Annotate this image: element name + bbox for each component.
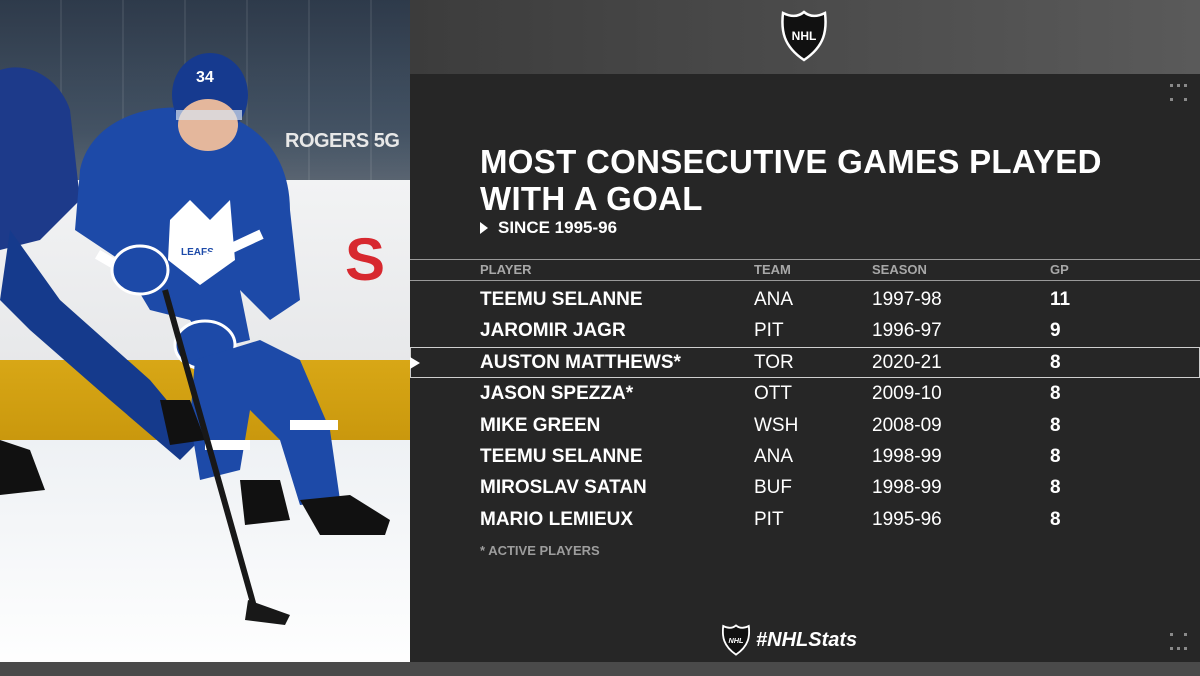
header-season: SEASON <box>872 262 927 277</box>
cell-team: TOR <box>754 351 794 373</box>
cell-player: TEEMU SELANNE <box>480 289 643 310</box>
svg-text:34: 34 <box>196 69 214 86</box>
cell-season: 1998-99 <box>872 445 942 467</box>
cell-team: ANA <box>754 445 794 467</box>
ad-board: S <box>345 226 386 293</box>
hockey-player-illustration: 34 LEAFS <box>0 53 390 625</box>
cell-player: JAROMIR JAGR <box>480 320 626 342</box>
svg-text:LEAFS: LEAFS <box>181 247 214 258</box>
table-row-highlighted: AUSTON MATTHEWS* TOR 2020-21 8 <box>410 346 1200 379</box>
hashtag-text: #NHLStats <box>756 628 858 651</box>
cell-gp: 8 <box>1050 508 1061 530</box>
cell-gp: 11 <box>1050 289 1071 310</box>
cell-season: 2008-09 <box>872 414 942 436</box>
svg-text:NHL: NHL <box>792 29 817 43</box>
nhl-shield-small-icon: NHL <box>722 624 750 656</box>
cell-player: JASON SPEZZA* <box>480 383 634 405</box>
nhl-shield-logo: NHL <box>781 10 827 62</box>
cell-team: WSH <box>754 414 799 436</box>
corner-dots-icon <box>1170 633 1188 651</box>
cell-player: MIROSLAV SATAN <box>480 477 647 499</box>
cell-team: PIT <box>754 508 784 530</box>
stats-table: TEEMU SELANNE ANA 1997-98 11 JAROMIR JAG… <box>410 284 1200 535</box>
player-photo: ROGERS 5G S 34 LEAFS <box>0 0 410 676</box>
table-row: TEEMU SELANNE ANA 1998-99 8 <box>410 441 1200 472</box>
subtitle-text: SINCE 1995-96 <box>498 218 618 237</box>
corner-dots-icon <box>1170 84 1188 102</box>
header-team: TEAM <box>754 262 791 277</box>
cell-team: PIT <box>754 320 784 342</box>
cell-gp: 8 <box>1050 445 1061 467</box>
sponsor-board: ROGERS 5G <box>285 130 400 152</box>
cell-season: 1997-98 <box>872 289 942 310</box>
cell-team: ANA <box>754 289 794 310</box>
footnote: * ACTIVE PLAYERS <box>480 543 600 558</box>
play-arrow-icon <box>480 222 488 234</box>
cell-player: TEEMU SELANNE <box>480 445 643 467</box>
cell-player: MIKE GREEN <box>480 414 601 436</box>
table-header: PLAYER TEAM SEASON GP <box>410 259 1200 281</box>
cell-player: MARIO LEMIEUX <box>480 508 634 530</box>
bottom-bar <box>0 662 1200 676</box>
header-player: PLAYER <box>480 262 532 277</box>
hashtag-footer: NHL #NHLStats <box>722 624 857 656</box>
cell-season: 2020-21 <box>872 351 942 373</box>
cell-team: BUF <box>754 477 792 499</box>
cell-gp: 9 <box>1050 320 1061 342</box>
table-row: JASON SPEZZA* OTT 2009-10 8 <box>410 378 1200 409</box>
header-gp: GP <box>1050 262 1069 277</box>
cell-gp: 8 <box>1050 351 1061 373</box>
table-row: MIROSLAV SATAN BUF 1998-99 8 <box>410 472 1200 503</box>
table-row: MIKE GREEN WSH 2008-09 8 <box>410 410 1200 441</box>
page-title: MOST CONSECUTIVE GAMES PLAYED WITH A GOA… <box>480 143 1102 217</box>
svg-text:NHL: NHL <box>729 636 745 645</box>
cell-gp: 8 <box>1050 477 1061 499</box>
table-row: JAROMIR JAGR PIT 1996-97 9 <box>410 315 1200 346</box>
cell-gp: 8 <box>1050 414 1061 436</box>
cell-season: 1995-96 <box>872 508 942 530</box>
table-row: TEEMU SELANNE ANA 1997-98 11 <box>410 284 1200 315</box>
cell-player: AUSTON MATTHEWS* <box>480 351 681 373</box>
cell-team: OTT <box>754 383 792 405</box>
cell-season: 1996-97 <box>872 320 942 342</box>
ice-surface <box>0 440 410 676</box>
table-row: MARIO LEMIEUX PIT 1995-96 8 <box>410 504 1200 535</box>
subtitle: SINCE 1995-96 <box>480 218 617 238</box>
cell-gp: 8 <box>1050 383 1061 405</box>
cell-season: 2009-10 <box>872 383 942 405</box>
cell-season: 1998-99 <box>872 477 942 499</box>
